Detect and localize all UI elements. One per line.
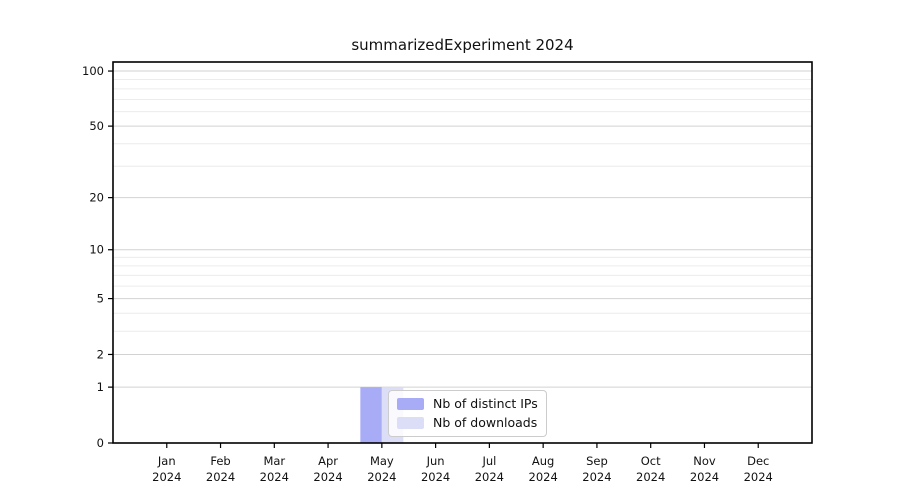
x-tick-label-year: 2024 <box>744 470 773 484</box>
x-tick-label-month: Jan <box>157 454 176 468</box>
y-tick-label: 100 <box>82 64 104 78</box>
y-tick-label: 2 <box>97 347 104 361</box>
x-tick-label-month: May <box>370 454 394 468</box>
x-tick-label-month: Nov <box>693 454 716 468</box>
y-tick-label: 50 <box>89 119 104 133</box>
x-tick-label-year: 2024 <box>206 470 235 484</box>
x-tick-label-month: Aug <box>532 454 554 468</box>
x-tick-label-year: 2024 <box>152 470 181 484</box>
x-tick-label-month: Dec <box>747 454 769 468</box>
x-tick-label-year: 2024 <box>313 470 342 484</box>
y-tick-label: 20 <box>89 191 104 205</box>
x-tick-label-year: 2024 <box>475 470 504 484</box>
downloads-swatch-icon <box>397 417 424 430</box>
distinct-ips-swatch-icon <box>397 397 424 410</box>
x-tick-label-year: 2024 <box>636 470 665 484</box>
x-tick-label-month: Sep <box>586 454 608 468</box>
y-tick-label: 10 <box>89 243 104 257</box>
y-tick-label: 5 <box>97 292 104 306</box>
x-tick-label-year: 2024 <box>582 470 611 484</box>
y-tick-label: 0 <box>97 436 104 450</box>
x-tick-label-year: 2024 <box>529 470 558 484</box>
legend-item-downloads: Nb of downloads <box>397 415 546 431</box>
legend-item-distinct-ips: Nb of distinct IPs <box>397 396 546 412</box>
x-tick-label-month: Jun <box>426 454 445 468</box>
legend-label: Nb of downloads <box>433 415 538 430</box>
x-tick-label-year: 2024 <box>260 470 289 484</box>
bar-distinct-ips-may-2024 <box>360 387 382 443</box>
legend-label: Nb of distinct IPs <box>433 395 538 411</box>
x-tick-label-month: Mar <box>263 454 285 468</box>
x-tick-label-month: Jul <box>481 454 496 468</box>
legend: Nb of distinct IPs Nb of downloads <box>388 390 547 437</box>
x-tick-label-month: Feb <box>210 454 230 468</box>
x-tick-label-year: 2024 <box>690 470 719 484</box>
x-tick-label-month: Apr <box>318 454 338 468</box>
chart-title: summarizedExperiment 2024 <box>351 36 574 54</box>
x-tick-label-year: 2024 <box>421 470 450 484</box>
x-tick-label-month: Oct <box>641 454 661 468</box>
x-tick-label-year: 2024 <box>367 470 396 484</box>
y-tick-label: 1 <box>97 380 104 394</box>
plot-border <box>112 61 813 444</box>
